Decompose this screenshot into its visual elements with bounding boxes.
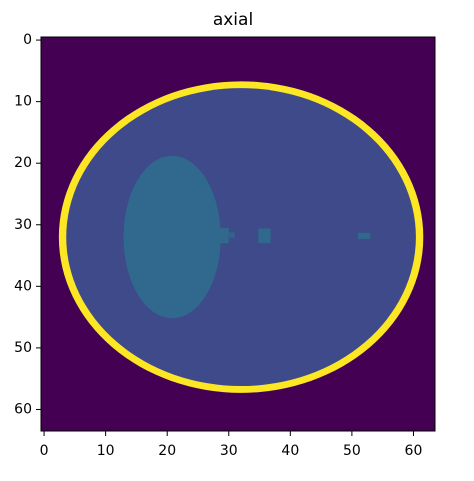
y-tick-label: 10 [14, 94, 32, 110]
y-tick-label: 0 [23, 32, 32, 48]
x-tick-label: 60 [405, 443, 423, 459]
x-tick-label: 10 [97, 443, 115, 459]
x-tick-label: 40 [281, 443, 299, 459]
y-tick-label: 30 [14, 217, 32, 233]
spot [358, 232, 371, 239]
x-tick-label: 50 [343, 443, 361, 459]
y-tick-label: 20 [14, 155, 32, 171]
x-tick-label: 30 [220, 443, 238, 459]
x-tick-label: 20 [158, 443, 176, 459]
spot [258, 228, 271, 244]
spot [219, 227, 229, 244]
axes-frame [40, 36, 436, 432]
y-tick-label: 60 [14, 401, 32, 417]
x-tick-label: 0 [40, 443, 49, 459]
lesion [123, 155, 221, 319]
spot [228, 232, 235, 239]
y-tick-label: 50 [14, 340, 32, 356]
y-tick-label: 40 [14, 278, 32, 294]
image [41, 37, 435, 431]
chart-title: axial [213, 10, 253, 30]
